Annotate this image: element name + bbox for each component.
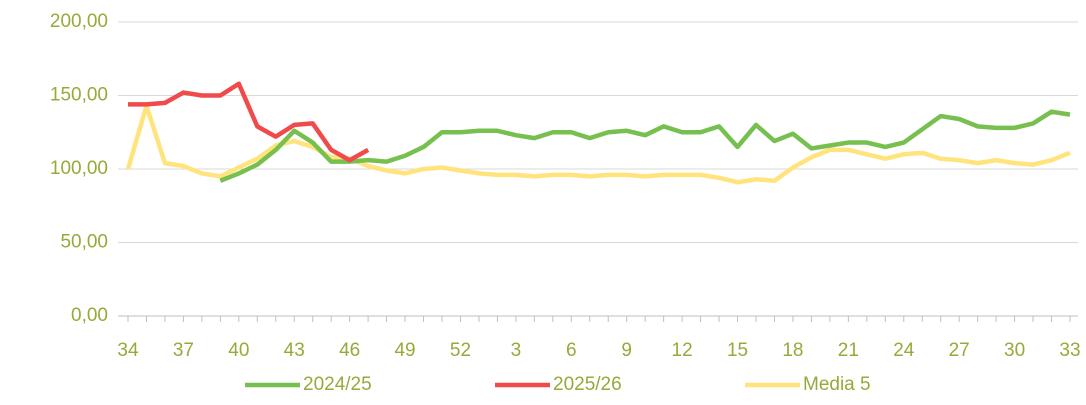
x-tick-label: 3	[511, 340, 522, 361]
line-series	[219, 109, 1071, 183]
y-tick-label: 50,00	[60, 232, 108, 253]
line-series	[125, 103, 1071, 185]
x-tick-label: 43	[284, 340, 305, 361]
y-tick-label: 100,00	[50, 158, 108, 179]
x-tick-label: 33	[1059, 340, 1080, 361]
x-tick-label: 9	[621, 340, 632, 361]
x-tick-label: 18	[782, 340, 803, 361]
x-tick-label: 34	[117, 340, 139, 361]
x-tick-label: 37	[173, 340, 194, 361]
legend-label: 2024/25	[303, 374, 372, 395]
y-tick-label: 0,00	[71, 305, 108, 326]
x-tick-label: 24	[893, 340, 915, 361]
legend-label: 2025/26	[553, 374, 622, 395]
line-series	[128, 81, 370, 163]
x-tick-label: 40	[228, 340, 249, 361]
legend-label: Media 5	[803, 374, 871, 395]
x-tick-label: 6	[566, 340, 577, 361]
x-tick-label: 27	[949, 340, 970, 361]
x-tick-label: 12	[672, 340, 693, 361]
y-tick-label: 200,00	[50, 11, 108, 32]
x-tick-label: 15	[727, 340, 748, 361]
x-tick-label: 21	[838, 340, 859, 361]
x-tick-label: 49	[394, 340, 415, 361]
x-tick-label: 46	[339, 340, 360, 361]
x-tick-label: 30	[1004, 340, 1025, 361]
x-tick-label: 52	[450, 340, 471, 361]
y-tick-label: 150,00	[50, 85, 108, 106]
